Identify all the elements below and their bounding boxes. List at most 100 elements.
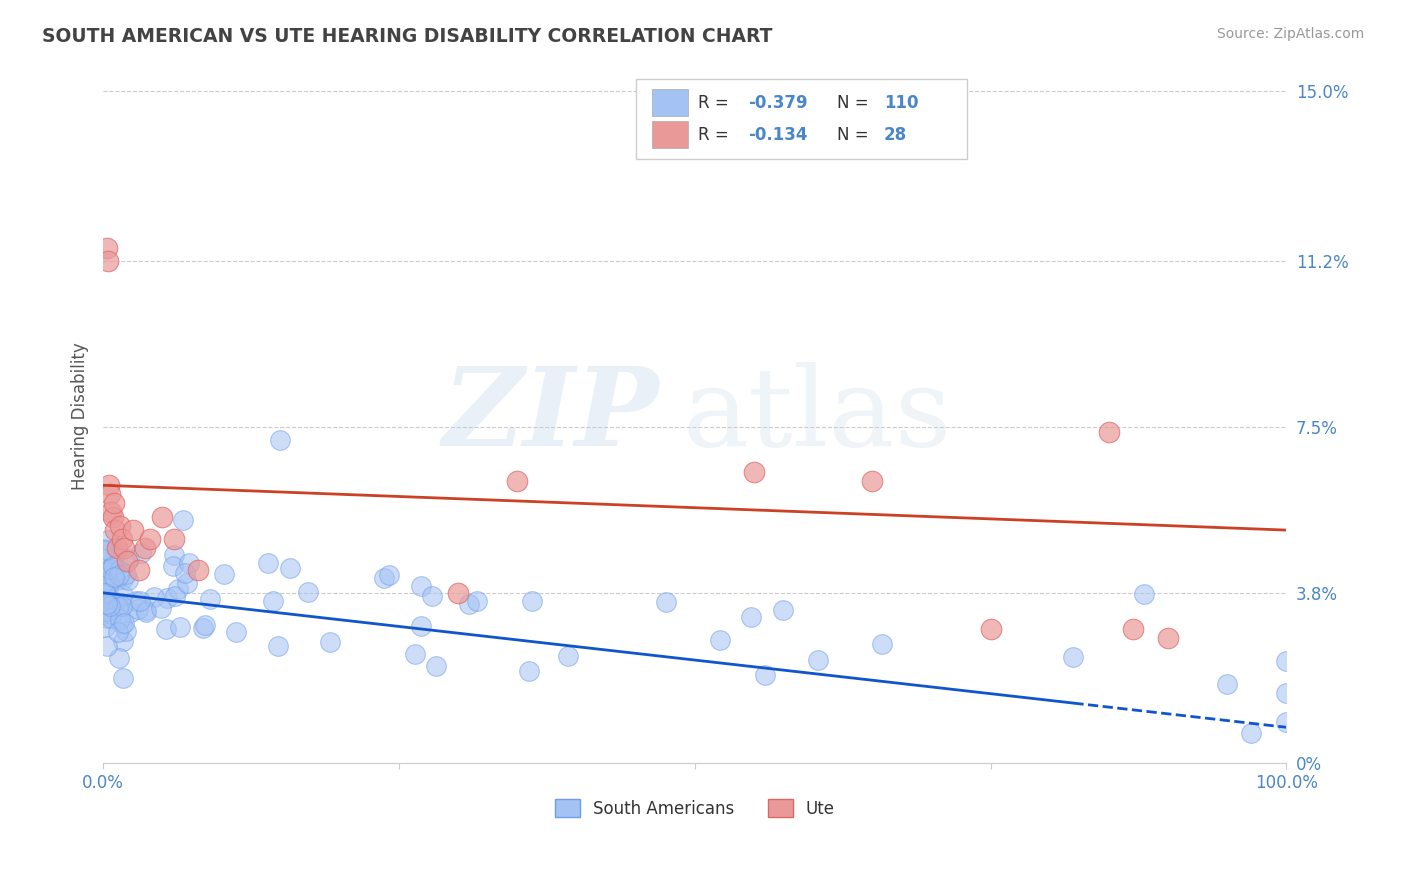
Point [93,619,115,633]
Text: atlas: atlas [683,362,952,469]
Point [1098,425,1121,439]
Text: 28: 28 [884,126,907,144]
Point [163,532,186,546]
Point [101,596,124,610]
Point [98,487,121,501]
Point [96,241,118,255]
Point [111,634,134,648]
Point [1240,725,1263,739]
Point [150,509,173,524]
Point [411,579,433,593]
Point [96,596,118,610]
Point [100,611,122,625]
Point [98,478,121,492]
Point [319,634,342,648]
Point [107,650,129,665]
Point [112,616,135,631]
Point [557,648,579,663]
Point [105,573,128,587]
Point [118,551,141,566]
Point [506,474,529,488]
Point [517,665,540,679]
Point [143,591,166,605]
Point [129,546,152,560]
Point [117,573,139,587]
Point [447,586,470,600]
Point [96,575,118,590]
Point [520,594,543,608]
Text: SOUTH AMERICAN VS UTE HEARING DISABILITY CORRELATION CHART: SOUTH AMERICAN VS UTE HEARING DISABILITY… [42,27,773,45]
Point [420,589,443,603]
Point [772,603,794,617]
Text: R =: R = [699,94,734,112]
Point [100,599,122,613]
Point [269,434,291,448]
Point [101,558,124,573]
Point [373,571,395,585]
Point [103,496,125,510]
Point [1275,714,1298,729]
Y-axis label: Hearing Disability: Hearing Disability [72,342,89,490]
Point [176,576,198,591]
FancyBboxPatch shape [636,78,967,159]
Point [93,575,115,590]
Point [163,548,186,562]
Point [112,671,135,685]
Point [107,625,129,640]
Text: ZIP: ZIP [443,362,659,469]
Point [96,611,118,625]
Point [107,600,129,615]
Point [156,591,179,605]
Text: N =: N = [837,126,873,144]
Point [807,653,830,667]
Point [1121,622,1143,636]
Point [100,594,122,608]
Point [108,612,131,626]
Point [93,543,115,558]
Point [104,595,127,609]
Point [278,560,301,574]
Text: N =: N = [837,94,873,112]
Point [96,542,118,557]
FancyBboxPatch shape [652,89,688,116]
Point [425,658,447,673]
Point [169,620,191,634]
Point [187,563,209,577]
Point [465,594,488,608]
Point [1062,649,1084,664]
Point [980,622,1002,636]
Point [96,565,118,579]
Text: -0.134: -0.134 [748,126,807,144]
Point [409,619,432,633]
Point [107,567,129,582]
Point [742,465,765,479]
Point [177,556,200,570]
Point [134,541,156,555]
Point [155,622,177,636]
Point [101,509,124,524]
Point [655,595,678,609]
Point [709,632,731,647]
Point [127,602,149,616]
Point [194,618,217,632]
Point [297,585,319,599]
Point [457,597,479,611]
Point [135,603,157,617]
Point [108,599,131,613]
Point [96,598,118,612]
Point [1275,685,1298,699]
Point [111,599,134,613]
Point [115,624,138,638]
Point [139,532,162,546]
Point [166,582,188,597]
Point [870,637,893,651]
Point [377,568,399,582]
Point [104,523,127,537]
Text: R =: R = [699,126,734,144]
Point [94,604,117,618]
Point [1133,587,1156,601]
Point [754,668,776,682]
Point [108,518,131,533]
Point [404,648,426,662]
Point [100,505,122,519]
